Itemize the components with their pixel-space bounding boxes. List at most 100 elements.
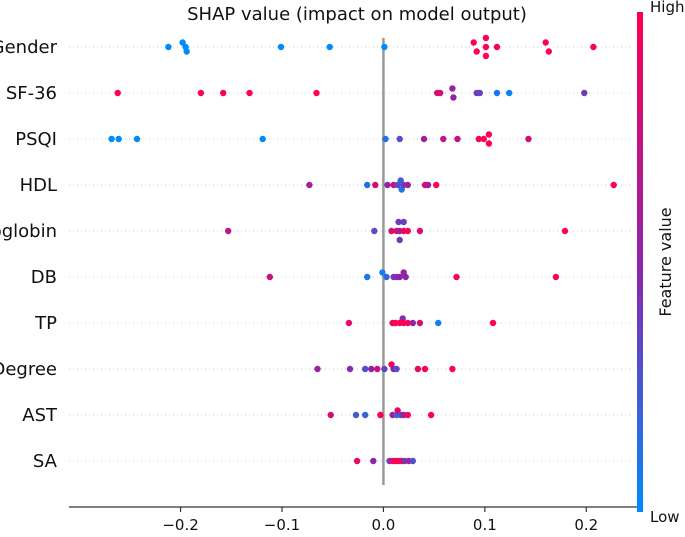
point-hemoglobin-4: [395, 218, 402, 226]
point-gender-0: [165, 43, 172, 51]
x-axis-ticks: −0.2 −0.1 0.0 0.1 0.2: [162, 507, 598, 534]
point-gender-15: [590, 43, 597, 51]
point-degree-5: [381, 365, 388, 373]
point-sf-36-2: [220, 89, 227, 97]
feature-label-ast: AST: [22, 405, 58, 426]
point-hemoglobin-11: [561, 227, 569, 235]
point-gender-4: [277, 43, 285, 51]
point-hemoglobin-10: [416, 227, 424, 235]
x-tick-label-3: 0.1: [473, 516, 497, 534]
point-sf-36-10: [476, 89, 483, 97]
point-hdl-2: [372, 181, 379, 189]
x-tick-label-1: −0.1: [264, 516, 300, 534]
point-degree-2: [362, 365, 369, 373]
point-db-10: [552, 273, 560, 281]
point-hdl-5: [394, 181, 401, 189]
colorbar-axis-label: Feature value: [656, 207, 675, 316]
feature-label-sa: SA: [33, 451, 58, 472]
point-hdl-11: [424, 181, 432, 189]
point-gender-14: [545, 48, 552, 55]
point-psqi-1: [115, 135, 122, 143]
point-ast-0: [327, 411, 334, 419]
point-degree-9: [414, 365, 422, 373]
point-tp-8: [416, 319, 424, 327]
point-psqi-11: [485, 131, 493, 138]
point-db-2: [379, 269, 386, 276]
point-psqi-12: [485, 140, 493, 147]
point-gender-9: [482, 34, 490, 42]
point-hdl-0: [306, 181, 313, 189]
point-psqi-4: [382, 135, 389, 143]
colorbar: [637, 12, 643, 512]
feature-label-psqi: PSQI: [15, 129, 57, 150]
point-sf-36-3: [246, 89, 253, 97]
point-psqi-6: [420, 135, 428, 143]
point-psqi-8: [454, 135, 461, 143]
point-sf-36-13: [581, 89, 588, 97]
point-psqi-2: [133, 135, 141, 143]
point-gender-3: [183, 48, 190, 55]
point-psqi-7: [440, 135, 447, 143]
point-degree-3: [368, 365, 375, 373]
point-degree-1: [346, 365, 354, 373]
point-degree-10: [421, 365, 429, 373]
chart-title: SHAP value (impact on model output): [187, 4, 527, 25]
point-db-9: [453, 273, 460, 281]
point-hdl-12: [433, 181, 440, 189]
point-tp-9: [435, 319, 442, 327]
point-hemoglobin-5: [400, 218, 407, 226]
point-hemoglobin-2: [388, 227, 395, 235]
feature-label-degree: Degree: [0, 359, 57, 380]
point-hdl-1: [364, 181, 371, 189]
point-tp-7: [409, 319, 416, 327]
point-sf-36-4: [313, 89, 320, 97]
point-sf-36-6: [437, 89, 444, 97]
point-gender-6: [381, 43, 388, 51]
point-gender-8: [473, 48, 480, 55]
point-gender-5: [326, 43, 333, 51]
point-db-1: [364, 273, 371, 281]
point-gender-12: [493, 43, 501, 51]
scatter-points: [108, 34, 617, 465]
point-sa-9: [409, 457, 416, 465]
point-db-8: [402, 273, 409, 281]
point-degree-4: [374, 365, 381, 373]
point-psqi-9: [475, 135, 482, 143]
point-sf-36-0: [114, 89, 121, 97]
point-gender-1: [179, 39, 186, 46]
point-psqi-13: [525, 135, 532, 143]
point-ast-6: [394, 407, 401, 414]
feature-label-tp: TP: [34, 313, 57, 334]
feature-label-hdl: HDL: [20, 175, 57, 196]
point-sf-36-12: [506, 89, 513, 97]
x-tick-label-4: 0.2: [574, 516, 598, 534]
point-psqi-3: [259, 135, 266, 143]
point-ast-2: [362, 411, 369, 419]
feature-label-sf-36: SF-36: [6, 83, 57, 104]
point-psqi-0: [108, 135, 115, 143]
feature-label-gender: Gender: [0, 37, 58, 58]
point-degree-8: [393, 365, 400, 373]
point-ast-1: [352, 411, 360, 419]
point-hdl-13: [610, 181, 617, 189]
point-tp-0: [345, 319, 353, 327]
point-hdl-9: [404, 181, 411, 189]
point-tp-6: [404, 319, 411, 327]
point-hdl-3: [384, 181, 391, 189]
point-sf-36-11: [493, 89, 501, 97]
point-psqi-10: [480, 135, 487, 143]
point-db-0: [266, 273, 273, 281]
x-tick-label-0: −0.2: [162, 516, 198, 534]
point-db-6: [396, 273, 403, 281]
point-degree-11: [449, 365, 456, 373]
point-hemoglobin-0: [225, 227, 232, 235]
point-ast-9: [404, 411, 411, 419]
feature-rows: Gender SF-36 PSQI HDL Hemoglobin DB TP Degree AS…: [0, 37, 631, 472]
point-gender-7: [470, 39, 477, 46]
point-sf-36-8: [450, 94, 457, 101]
colorbar-low-label: Low: [650, 508, 680, 526]
point-gender-10: [482, 43, 490, 51]
point-sf-36-7: [449, 85, 456, 92]
point-ast-3: [377, 411, 384, 419]
